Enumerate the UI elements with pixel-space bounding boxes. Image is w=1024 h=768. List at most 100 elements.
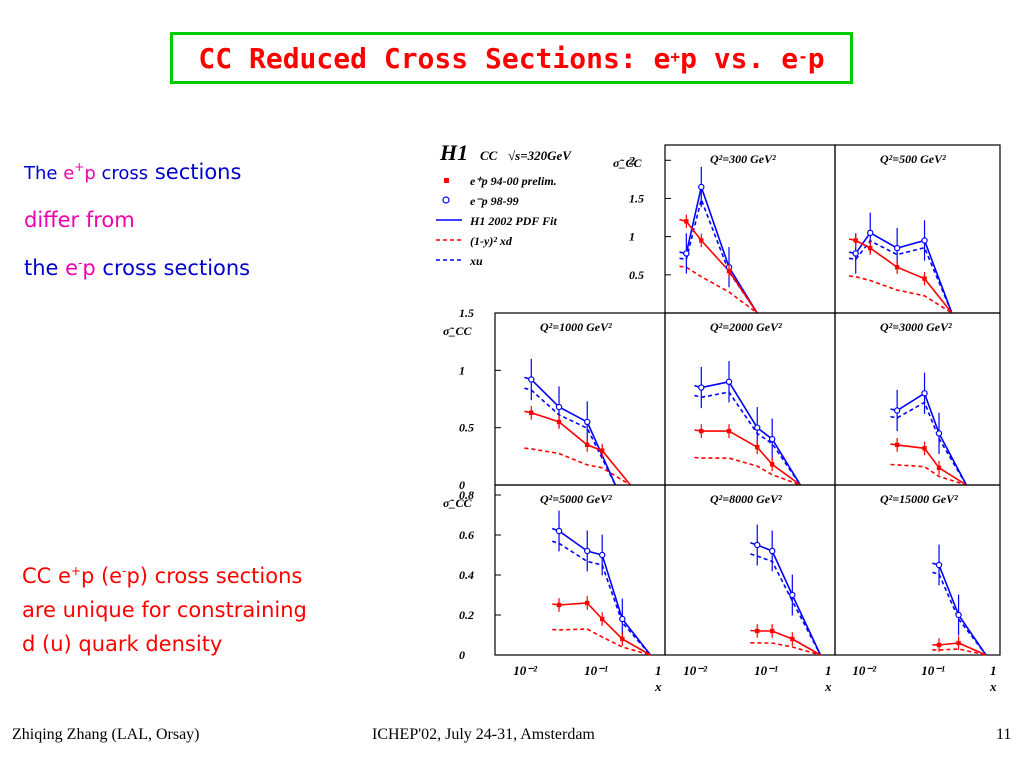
xtick-label: 10⁻¹ [584,663,608,678]
panel-label: Q²=5000 GeV² [540,492,612,506]
eminus-point [619,615,626,623]
ytick-label: 0.5 [629,268,644,282]
panel-frame [494,312,666,486]
eminus-point [528,376,535,383]
x-axis-label: x [824,679,832,694]
panel-frame [834,312,1001,486]
ytick-label: 0.5 [459,421,474,435]
left-text-line-1: The e+p cross sections [24,160,242,184]
eminus-point [698,183,705,191]
left-text-line-3: the e-p cross sections [24,256,251,280]
plot-panels: Q²=300 GeV² 2 1.5 1 0.5 σ̃_CC Q²=500 GeV² Q²=10… [443,144,1001,694]
eplus-point [790,636,795,642]
legend-label-4: xu [469,254,483,268]
legend-label-1: e⁻p 98-99 [470,194,519,208]
eplus-point [936,465,942,470]
fit-curve-eminus [679,184,758,314]
eminus-point [698,384,705,391]
footer-conference: ICHEP'02, July 24-31, Amsterdam [372,726,595,743]
ytick-label: 0.4 [459,568,474,582]
panel-label: Q²=1000 GeV² [540,320,612,334]
ytick-label: 2 [628,153,635,167]
xtick-label: 1 [655,663,662,678]
eminus-point [584,418,591,426]
panel-1: Q²=500 GeV² [834,144,1001,314]
fit-curve-eplus [932,642,987,656]
panel-2: Q²=1000 GeV² 1.5 1 0.5 0 σ̃_CC [443,306,666,492]
eplus-point [699,428,704,434]
eminus-point [584,547,591,555]
eminus-point [955,611,962,619]
eplus-point [755,444,760,450]
conclusion-line-1: CC e+p (e-p) cross sections [22,564,303,588]
eminus-point [768,435,776,443]
eplus-point [684,219,689,224]
xtick-label: 10⁻² [683,663,708,678]
eplus-point [585,600,590,606]
conclusion-line-2: are unique for constraining [22,598,307,622]
legend-marker-eminus [442,196,450,204]
eplus-point [853,238,858,243]
eminus-point [852,250,859,257]
title-text-3: p [807,41,825,75]
panel-label: Q²=500 GeV² [880,152,946,166]
legend-label-3: (1-y)² xd [470,234,513,248]
panel-5: Q²=5000 GeV² 0.8 0.6 0.4 0.2 0 σ̃_CC 10⁻² 10⁻¹ 1x [443,484,666,694]
left-text-line-2: differ from [24,208,135,232]
panel-label: Q²=8000 GeV² [710,492,782,506]
panel-0: Q²=300 GeV² 2 1.5 1 0.5 σ̃_CC [613,144,836,314]
plot-legend: H1 CC √s=320GeV e⁺p 94-00 prelim. e⁻p 98-99 H… [436,140,572,268]
xu-curve [932,571,987,656]
title-text-1: CC Reduced Cross Sections: e [198,41,671,75]
xu-curve [551,540,652,656]
ytick-label: 1.5 [629,191,644,205]
ytick-label: 0.8 [459,488,474,502]
fit-curve-eminus [890,392,968,486]
fit-curve-eplus [524,410,632,486]
y-axis-label: σ̃_CC [443,496,472,510]
eplus-point [936,642,942,648]
eminus-point [555,403,563,411]
fit-curve-eminus [750,542,822,656]
footer-author: Zhiqing Zhang (LAL, Orsay) [12,726,200,743]
footer-page-number: 11 [996,726,1012,743]
eminus-point [725,378,733,385]
panel-6: Q²=8000 GeV² 10⁻² 10⁻¹ 1x [664,484,836,694]
ytick-label: 0.2 [459,608,474,622]
legend-marker-eplus [444,178,449,183]
panel-label: Q²=3000 GeV² [880,320,952,334]
eminus-point [598,551,606,559]
title-sup-2: - [798,46,808,66]
eplus-point [556,419,562,425]
fit-curve-eminus [932,562,987,656]
eplus-point [755,628,760,634]
eminus-point [683,250,690,257]
panel-7: Q²=15000 GeV² 10⁻² 10⁻¹ 1x [834,484,1001,694]
panel-frame [664,144,836,314]
eplus-point [769,462,775,467]
xtick-label: 10⁻² [513,663,538,678]
xtick-label: 1 [825,663,832,678]
title-text-2: p vs. e [680,41,799,75]
eplus-point [922,446,927,451]
panel-label: Q²=2000 GeV² [710,320,782,334]
eminus-point [768,547,776,555]
xu-curve [750,553,822,656]
eplus-point [599,448,605,453]
conclusion-line-3: d (u) quark density [22,632,223,656]
eminus-point [935,430,943,437]
xu-curve [694,391,802,486]
xd-curve [932,648,987,656]
ytick-label: 0 [459,648,465,662]
eplus-point [529,410,534,415]
xu-curve [890,401,968,486]
ytick-label: 1.5 [459,306,474,320]
eplus-point [556,602,562,608]
panel-frame [664,312,836,486]
panel-frame [664,484,836,656]
panel-frame [834,484,1001,656]
title-sup-1: + [670,46,681,66]
panel-4: Q²=3000 GeV² [834,312,1001,486]
xtick-label: 1 [990,663,997,678]
eminus-point [921,237,928,244]
